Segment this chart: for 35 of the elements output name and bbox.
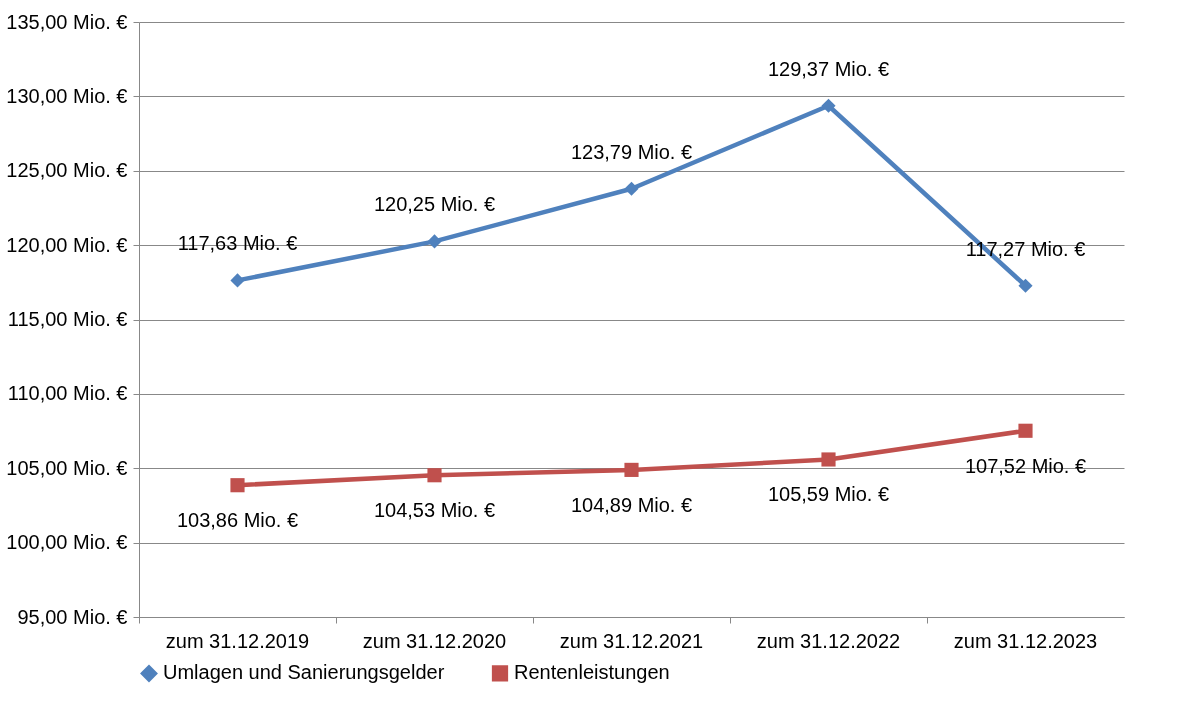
x-tick-label: zum 31.12.2019 xyxy=(165,629,310,652)
point xyxy=(1018,423,1033,438)
data-label: 103,86 Mio. € xyxy=(176,509,299,532)
y-tick-label: 135,00 Mio. € xyxy=(6,10,128,33)
data-label: 120,25 Mio. € xyxy=(373,193,496,216)
point xyxy=(230,273,245,288)
data-label: 123,79 Mio. € xyxy=(570,140,693,163)
data-label: 129,37 Mio. € xyxy=(767,57,890,80)
data-label: 104,89 Mio. € xyxy=(570,493,693,516)
point xyxy=(821,452,836,467)
y-tick-label: 105,00 Mio. € xyxy=(6,456,128,479)
data-label: 105,59 Mio. € xyxy=(767,483,890,506)
point xyxy=(624,181,639,196)
legend-label: Rentenleistungen xyxy=(514,661,670,684)
point xyxy=(230,478,245,493)
y-tick-label: 125,00 Mio. € xyxy=(6,159,128,182)
x-tick-label: zum 31.12.2023 xyxy=(953,629,1098,652)
legend-label: Umlagen und Sanierungsgelder xyxy=(163,661,445,684)
y-tick-label: 115,00 Mio. € xyxy=(7,308,128,330)
y-tick-label: 110,00 Mio. € xyxy=(7,382,128,405)
point xyxy=(427,234,442,249)
y-tick-label: 120,00 Mio. € xyxy=(6,233,128,256)
x-tick-label: zum 31.12.2021 xyxy=(559,629,704,652)
y-tick-label: 95,00 Mio. € xyxy=(17,605,128,628)
point xyxy=(624,462,639,477)
data-label: 104,53 Mio. € xyxy=(373,499,496,522)
point xyxy=(821,98,836,113)
data-label: 117,63 Mio. € xyxy=(177,232,298,255)
x-tick-label: zum 31.12.2020 xyxy=(362,629,507,652)
data-label: 107,52 Mio. € xyxy=(964,454,1087,477)
y-tick-label: 100,00 Mio. € xyxy=(6,531,128,554)
point xyxy=(1018,278,1033,293)
x-tick-label: zum 31.12.2022 xyxy=(756,629,901,652)
y-tick-label: 130,00 Mio. € xyxy=(6,84,128,107)
point xyxy=(427,468,442,483)
